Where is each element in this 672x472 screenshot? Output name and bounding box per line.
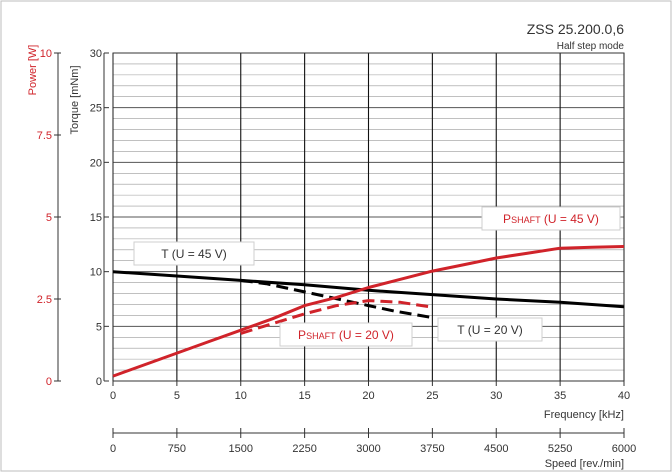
annotations: PSHAFT (U = 45 V) T (U = 45 V) PSHAFT (U =… [133,206,621,347]
torque-tick-label: 5 [96,321,102,333]
speed-tick-label: 0 [110,443,116,455]
speed-tick-label: 4500 [484,443,508,455]
chart-title: ZSS 25.200.0,6 [527,21,625,37]
power-tick-label: 0 [46,376,52,388]
series-t-u-20-v [240,278,433,320]
frequency-tick-label: 30 [490,390,502,402]
power-tick-label: 7.5 [37,130,52,142]
series-t-u-45-v [112,270,625,309]
frequency-tick-label: 35 [554,390,566,402]
frequency-axis-label: Frequency [kHz] [544,409,624,421]
frequency-tick-label: 25 [426,390,438,402]
annotation-label: T (U = 45 V) [161,247,226,261]
annotation-box [133,241,255,266]
frequency-tick-label: 15 [299,390,311,402]
power-tick-label: 10 [40,48,52,60]
torque-axis-label: Torque [mNm] [69,65,81,134]
frequency-tick-label: 40 [618,390,630,402]
annotation-label: T (U = 20 V) [457,323,522,337]
chart-subtitle: Half step mode [557,41,625,52]
torque-tick-label: 25 [90,103,102,115]
series-pshaft-u-20-v [240,299,433,335]
annotation-label: PSHAFT (U = 20 V) [298,328,394,342]
speed-tick-label: 3000 [356,443,380,455]
speed-tick-label: 1500 [229,443,253,455]
speed-tick-label: 5250 [548,443,572,455]
speed-tick-label: 750 [168,443,186,455]
power-tick-label: 5 [46,212,52,224]
torque-tick-label: 10 [90,267,102,279]
frequency-tick-label: 0 [110,390,116,402]
speed-axis-label: Speed [rev./min] [545,458,624,470]
torque-tick-label: 15 [90,212,102,224]
speed-tick-label: 6000 [612,443,636,455]
annotation-label: PSHAFT (U = 45 V) [503,212,599,226]
frequency-tick-label: 20 [362,390,374,402]
series [112,245,625,378]
torque-tick-label: 20 [90,157,102,169]
power-tick-label: 2.5 [37,294,52,306]
frequency-tick-label: 10 [235,390,247,402]
frequency-tick-label: 5 [174,390,180,402]
torque-tick-label: 30 [90,48,102,60]
series-pshaft-u-45-v [112,245,625,378]
annotation-box [279,322,413,347]
speed-tick-label: 2250 [292,443,316,455]
torque-tick-label: 0 [96,376,102,388]
power-axis-label: Power [W] [27,45,39,96]
annotation-box [437,317,543,342]
speed-tick-label: 3750 [420,443,444,455]
annotation-box [481,206,621,231]
